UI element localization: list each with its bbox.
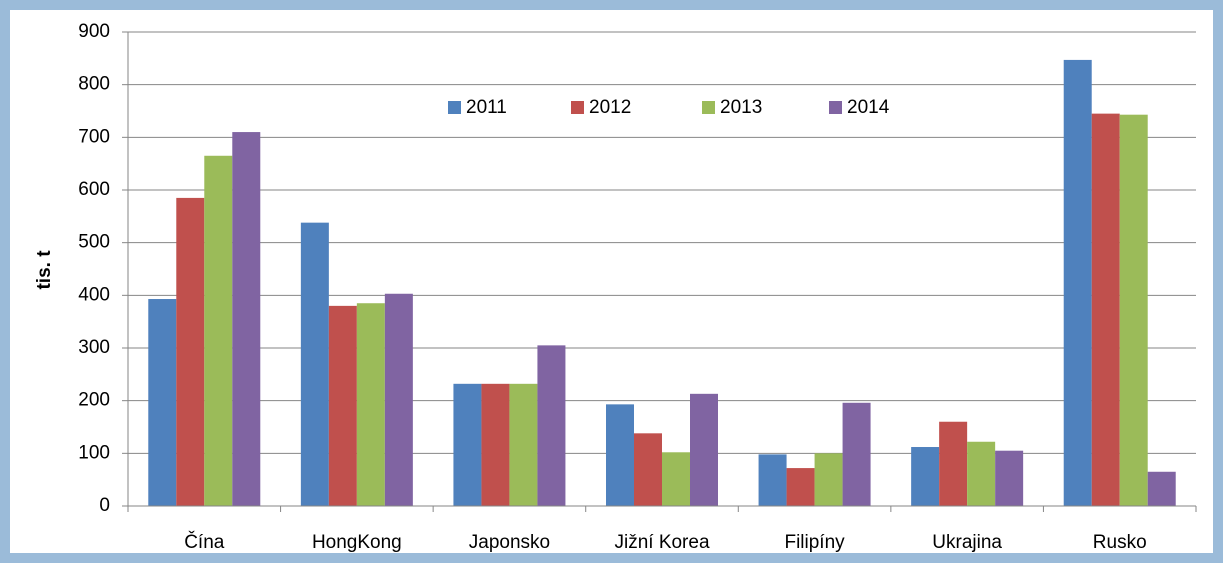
bar [1091,113,1120,506]
bar [384,293,413,506]
bar [148,299,177,506]
bar [662,452,690,506]
legend-swatch [448,101,461,114]
y-tick-label: 0 [99,495,110,516]
y-tick-label: 600 [78,179,110,200]
x-tick-label: HongKong [312,532,402,553]
y-tick-label: 800 [78,74,110,95]
bar [232,132,261,507]
legend-label: 2014 [847,97,890,118]
bar [758,454,787,506]
x-tick-label: Japonsko [469,532,550,553]
bar [842,402,871,506]
legend-swatch [571,101,584,114]
y-tick-label: 500 [78,232,110,253]
bar [300,222,329,507]
bar [995,450,1024,506]
y-tick-label: 100 [78,442,110,463]
x-tick-label: Filipíny [784,532,845,553]
y-tick-label: 200 [78,390,110,411]
bar [328,305,357,506]
bar [509,383,538,506]
y-tick-label: 300 [78,337,110,358]
x-tick-label: Jižní Korea [614,532,709,553]
y-tick-label: 400 [78,284,110,305]
y-axis-label: tis. t [34,250,55,290]
legend-label: 2012 [589,97,631,118]
bar [786,468,815,506]
bar [911,447,940,506]
x-tick-label: Ukrajina [932,532,1002,553]
bar [356,303,385,506]
bar [634,433,662,506]
bar [453,383,482,506]
x-tick-label: Rusko [1093,532,1147,553]
legend-swatch [702,101,715,114]
bar [1147,471,1176,506]
bar [814,453,843,506]
bar [204,155,233,506]
y-tick-label: 900 [78,21,110,42]
bar [176,197,205,506]
bar [481,383,510,506]
bar [967,441,996,506]
bar [690,393,718,506]
y-tick-label: 700 [78,126,110,147]
legend-label: 2011 [466,97,507,118]
bar [1063,59,1092,507]
bar [537,345,566,506]
legend-swatch [829,101,842,114]
x-tick-label: Čína [184,531,225,553]
bar [1119,114,1148,506]
bar [606,404,634,506]
bar [939,421,968,506]
legend-label: 2013 [720,97,762,118]
